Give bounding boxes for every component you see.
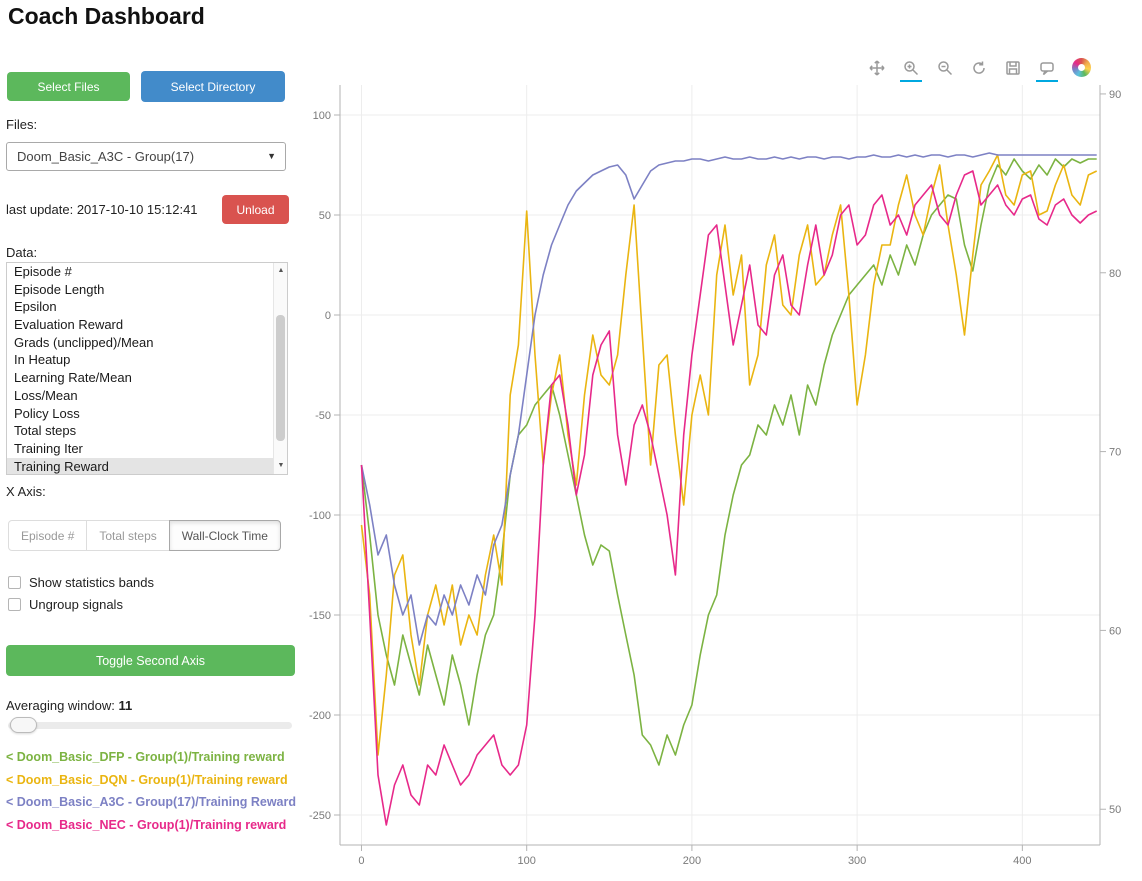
data-signal-list: Episode # Episode Length Epsilon Evaluat… xyxy=(6,262,288,475)
svg-text:200: 200 xyxy=(683,855,701,867)
file-select-dropdown[interactable]: Doom_Basic_A3C - Group(17) ▼ xyxy=(6,142,286,171)
svg-text:-50: -50 xyxy=(315,410,331,422)
select-files-button[interactable]: Select Files xyxy=(7,72,130,101)
data-list-item[interactable]: Episode # xyxy=(14,264,72,279)
data-list-item[interactable]: Training Iter xyxy=(14,440,83,456)
data-list-item[interactable]: Learning Rate/Mean xyxy=(14,370,132,386)
checkbox-label: Show statistics bands xyxy=(29,575,155,590)
data-list-item[interactable]: Training Reward xyxy=(7,457,287,474)
data-list-item[interactable]: In Heatup xyxy=(14,352,71,368)
legend-label: < Doom_Basic_NEC - Group(1)/Training rew… xyxy=(6,817,287,832)
list-scrollbar[interactable]: ▲ ▼ xyxy=(273,263,287,474)
checkbox-label: Ungroup signals xyxy=(29,597,123,612)
svg-text:50: 50 xyxy=(1109,804,1121,816)
show-statistics-bands-checkbox[interactable] xyxy=(8,576,21,589)
svg-text:300: 300 xyxy=(848,855,866,867)
legend-label: < Doom_Basic_DFP - Group(1)/Training rew… xyxy=(6,750,285,764)
scroll-up-icon[interactable]: ▲ xyxy=(277,267,285,274)
ungroup-signals-row: Ungroup signals xyxy=(8,597,123,612)
chevron-down-icon: ▼ xyxy=(267,151,276,161)
legend-item-a3c[interactable]: < Doom_Basic_A3C - Group(17)/Training Re… xyxy=(6,795,298,811)
svg-text:70: 70 xyxy=(1109,447,1121,459)
svg-text:100: 100 xyxy=(313,110,331,122)
series-legend: < Doom_Basic_DFP - Group(1)/Training rew… xyxy=(6,750,298,840)
averaging-window-slider[interactable] xyxy=(8,722,292,729)
data-list-item[interactable]: Grads (unclipped)/Mean xyxy=(14,334,154,350)
scroll-down-icon[interactable]: ▼ xyxy=(277,462,285,469)
legend-label: < Doom_Basic_DQN - Group(1)/Training rew… xyxy=(6,772,288,787)
ungroup-signals-checkbox[interactable] xyxy=(8,598,21,611)
svg-text:-100: -100 xyxy=(309,510,331,522)
save-icon[interactable] xyxy=(1004,59,1022,77)
pan-icon[interactable] xyxy=(868,59,886,77)
svg-text:50: 50 xyxy=(319,210,331,222)
hover-icon[interactable] xyxy=(1036,59,1058,82)
data-list-item[interactable]: Epsilon xyxy=(14,299,57,315)
xaxis-option-total-steps[interactable]: Total steps xyxy=(86,520,170,551)
toggle-second-axis-button[interactable]: Toggle Second Axis xyxy=(6,645,295,676)
data-list-item[interactable]: Total steps xyxy=(14,423,77,439)
wheel-zoom-icon[interactable] xyxy=(936,59,954,77)
svg-text:-250: -250 xyxy=(309,810,331,822)
box-zoom-icon[interactable] xyxy=(900,59,922,82)
svg-text:80: 80 xyxy=(1109,268,1121,280)
data-list-item[interactable]: Evaluation Reward xyxy=(14,317,124,333)
bokeh-logo[interactable] xyxy=(1072,58,1091,77)
show-statistics-bands-row: Show statistics bands xyxy=(8,575,154,590)
data-list-item[interactable]: Loss/Mean xyxy=(14,387,78,403)
svg-text:0: 0 xyxy=(358,855,364,867)
files-label: Files: xyxy=(6,117,38,132)
svg-text:400: 400 xyxy=(1013,855,1031,867)
averaging-window-text: Averaging window: xyxy=(6,698,115,713)
data-label: Data: xyxy=(6,245,38,260)
svg-text:60: 60 xyxy=(1109,625,1121,637)
file-select-value: Doom_Basic_A3C - Group(17) xyxy=(17,149,195,164)
xaxis-option-episode[interactable]: Episode # xyxy=(8,520,88,551)
xaxis-button-group: Episode # Total steps Wall-Clock Time xyxy=(8,520,281,551)
unload-button[interactable]: Unload xyxy=(222,195,289,224)
averaging-window-value: 11 xyxy=(118,698,133,713)
averaging-window-label: Averaging window: 11 xyxy=(6,698,132,713)
page-title: Coach Dashboard xyxy=(8,3,205,29)
scrollbar-thumb[interactable] xyxy=(276,315,285,441)
data-list-item[interactable]: Episode Length xyxy=(14,281,105,297)
xaxis-option-wall-clock[interactable]: Wall-Clock Time xyxy=(168,520,281,551)
legend-item-dqn[interactable]: < Doom_Basic_DQN - Group(1)/Training rew… xyxy=(6,773,298,789)
svg-text:-200: -200 xyxy=(309,710,331,722)
select-directory-button[interactable]: Select Directory xyxy=(141,71,285,102)
reward-line-chart[interactable]: 100 50 0 -50 -100 -150 -200 -250 90 80 70 60 50 0 100 2… xyxy=(300,55,1142,881)
legend-item-nec[interactable]: < Doom_Basic_NEC - Group(1)/Training rew… xyxy=(6,818,298,834)
legend-item-dfp[interactable]: < Doom_Basic_DFP - Group(1)/Training rew… xyxy=(6,750,298,766)
svg-text:-150: -150 xyxy=(309,610,331,622)
svg-text:90: 90 xyxy=(1109,89,1121,101)
xaxis-label: X Axis: xyxy=(6,484,46,499)
chart-toolbar xyxy=(868,58,1091,82)
chart-area[interactable]: 100 50 0 -50 -100 -150 -200 -250 90 80 70 60 50 0 100 2… xyxy=(300,55,1142,881)
reset-icon[interactable] xyxy=(970,59,988,77)
legend-label: < Doom_Basic_A3C - Group(17)/Training Re… xyxy=(6,795,296,809)
data-list-item[interactable]: Policy Loss xyxy=(14,405,80,421)
slider-thumb[interactable] xyxy=(10,717,37,733)
last-update-text: last update: 2017-10-10 15:12:41 xyxy=(6,202,198,217)
svg-text:100: 100 xyxy=(518,855,536,867)
svg-text:0: 0 xyxy=(325,310,331,322)
